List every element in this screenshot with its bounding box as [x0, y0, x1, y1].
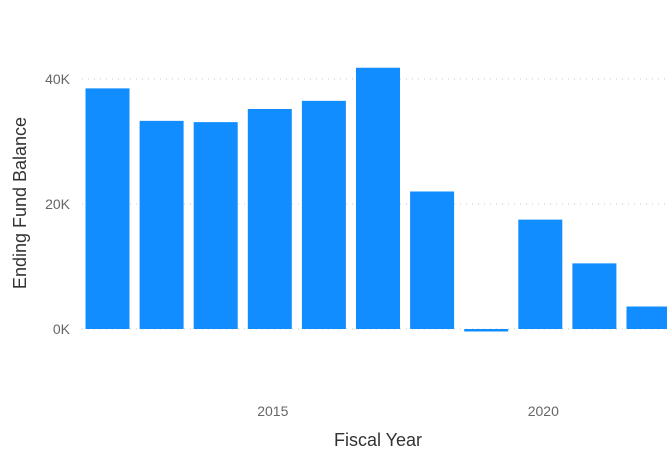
- bar-2018[interactable]: [410, 191, 455, 330]
- bar-2019[interactable]: [464, 329, 509, 332]
- x-axis-ticks: 2015 2020: [257, 403, 559, 419]
- x-tick-label: 2015: [257, 403, 288, 419]
- bar-2016[interactable]: [301, 100, 346, 329]
- bar-2012[interactable]: [85, 88, 130, 329]
- x-axis-title: Fiscal Year: [334, 430, 422, 450]
- y-tick-label: 0K: [53, 321, 71, 337]
- bar-2022[interactable]: [626, 306, 667, 330]
- y-axis-ticks: 0K 20K 40K: [45, 71, 71, 337]
- bar-2014[interactable]: [193, 122, 238, 329]
- x-tick-label: 2020: [528, 403, 559, 419]
- bar-2021[interactable]: [572, 263, 617, 329]
- y-axis-title: Ending Fund Balance: [10, 117, 30, 289]
- bar-2013[interactable]: [139, 120, 184, 329]
- bar-2020[interactable]: [518, 219, 563, 329]
- bars: [85, 67, 667, 332]
- y-tick-label: 40K: [45, 71, 71, 87]
- bar-2015[interactable]: [247, 109, 292, 329]
- bar-2017[interactable]: [356, 67, 400, 329]
- y-tick-label: 20K: [45, 196, 71, 212]
